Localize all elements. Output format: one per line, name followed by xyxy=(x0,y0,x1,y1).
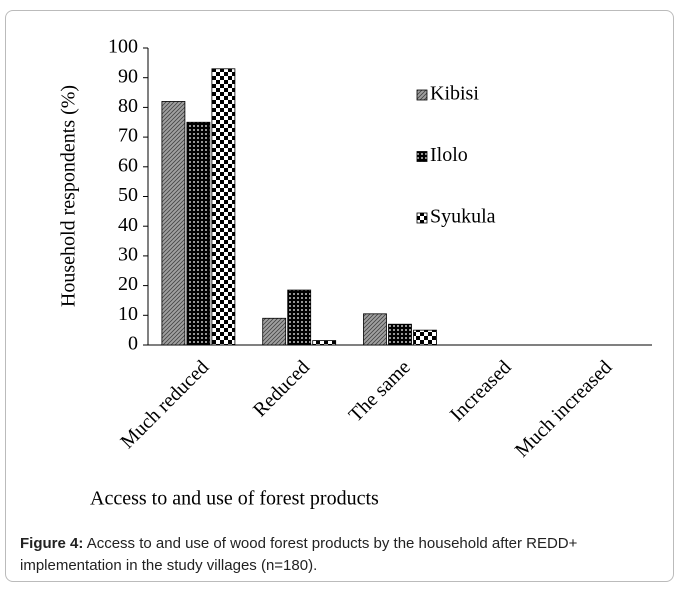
x-tick-label: Reduced xyxy=(249,356,314,421)
y-tick-label: 0 xyxy=(128,333,138,355)
x-tick-label: The same xyxy=(345,356,415,426)
y-tick-label: 60 xyxy=(118,154,138,176)
caption-text: Access to and use of wood forest product… xyxy=(20,535,578,574)
y-tick-label: 90 xyxy=(118,65,138,87)
caption-label: Figure 4: xyxy=(20,535,84,552)
y-tick-label: 20 xyxy=(118,273,138,295)
legend-label: Ilolo xyxy=(430,144,468,166)
y-tick-label: 50 xyxy=(118,184,138,206)
legend-swatch xyxy=(416,89,428,101)
x-tick-label: Increased xyxy=(446,356,516,426)
y-tick-label: 30 xyxy=(118,243,138,265)
y-tick-label: 10 xyxy=(118,303,138,325)
legend-label: Syukula xyxy=(430,206,496,228)
y-tick-label: 80 xyxy=(118,95,138,117)
bar xyxy=(262,317,287,346)
chart: Household respondents (%) Access to and … xyxy=(58,36,652,510)
bar xyxy=(413,329,437,346)
bar xyxy=(388,323,412,346)
legend-swatch xyxy=(416,151,428,162)
x-axis-title: Access to and use of forest products xyxy=(90,488,379,510)
y-axis-title: Household respondents (%) xyxy=(58,85,80,307)
bar xyxy=(211,68,236,346)
y-tick-label: 70 xyxy=(118,125,138,147)
x-tick-label: Much reduced xyxy=(116,356,213,453)
bar xyxy=(161,101,186,346)
legend-swatch xyxy=(416,212,428,224)
y-tick-label: 100 xyxy=(108,36,138,58)
caption: Figure 4: Access to and use of wood fore… xyxy=(20,533,670,577)
x-tick-label: Much increased xyxy=(511,356,616,461)
figure-frame xyxy=(5,10,674,582)
bar xyxy=(363,313,387,346)
bar xyxy=(287,289,312,346)
y-tick-label: 40 xyxy=(118,214,138,236)
bar xyxy=(186,121,211,346)
legend-label: Kibisi xyxy=(430,83,479,105)
bar xyxy=(312,340,337,346)
